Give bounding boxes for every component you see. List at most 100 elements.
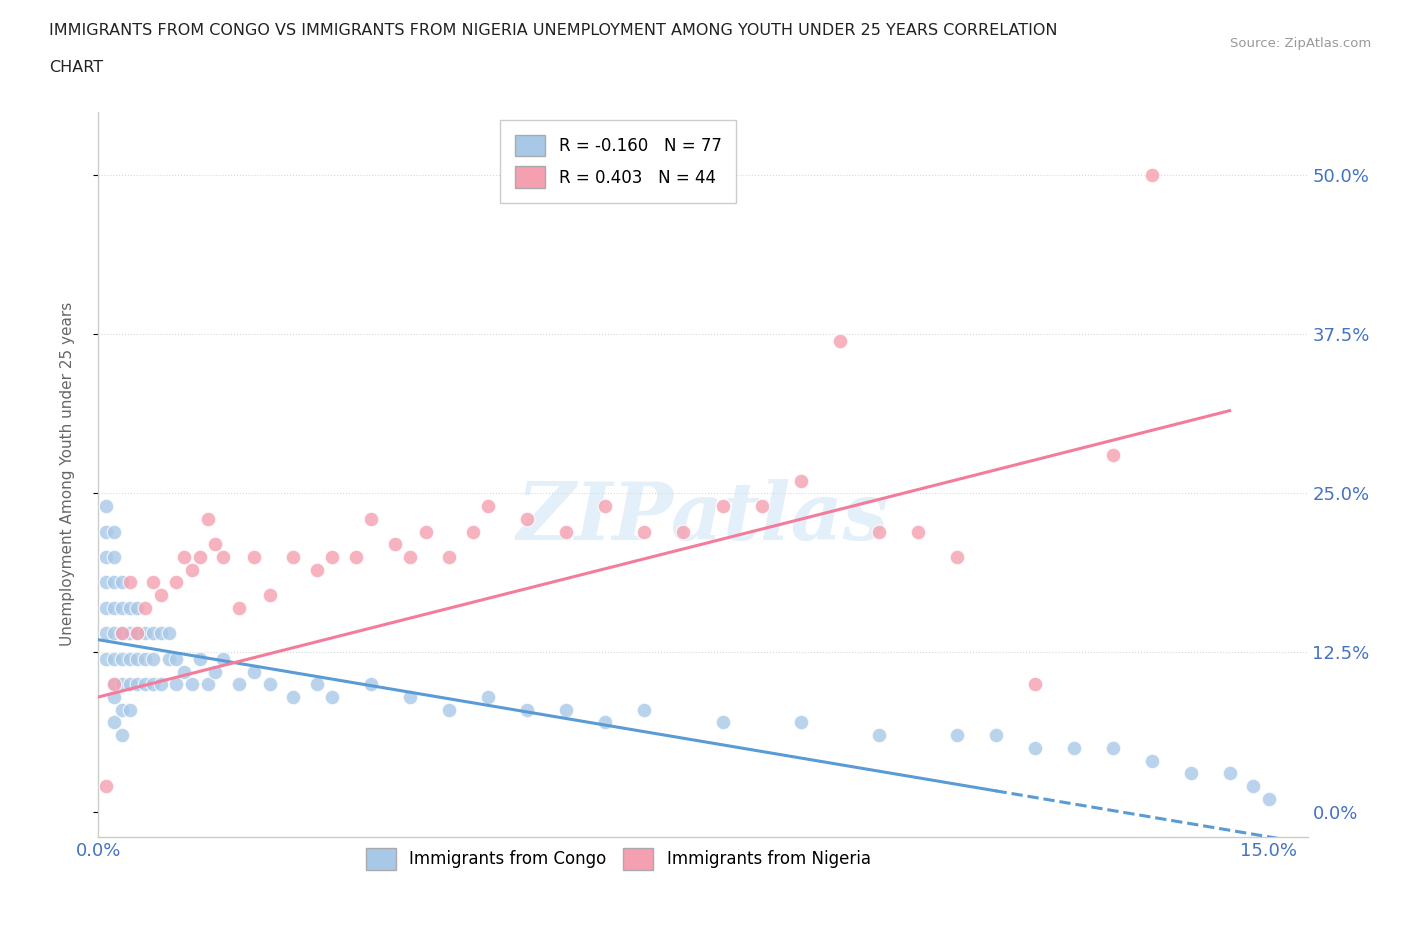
Point bbox=[111, 626, 134, 641]
Point bbox=[96, 626, 118, 641]
Point bbox=[516, 702, 538, 717]
Point bbox=[134, 651, 156, 666]
Point bbox=[188, 651, 211, 666]
Point bbox=[555, 702, 578, 717]
Point bbox=[103, 525, 125, 539]
Point bbox=[173, 664, 195, 679]
Point bbox=[118, 575, 141, 590]
Point bbox=[1241, 778, 1264, 793]
Point bbox=[111, 728, 134, 743]
Point bbox=[173, 550, 195, 565]
Point bbox=[461, 525, 484, 539]
Point bbox=[111, 702, 134, 717]
Point bbox=[415, 525, 437, 539]
Point bbox=[142, 651, 165, 666]
Point bbox=[711, 498, 734, 513]
Point bbox=[96, 550, 118, 565]
Point bbox=[321, 689, 343, 704]
Point bbox=[111, 677, 134, 692]
Point bbox=[321, 550, 343, 565]
Point bbox=[103, 550, 125, 565]
Point bbox=[118, 601, 141, 616]
Point bbox=[111, 601, 134, 616]
Point bbox=[228, 601, 250, 616]
Text: IMMIGRANTS FROM CONGO VS IMMIGRANTS FROM NIGERIA UNEMPLOYMENT AMONG YOUTH UNDER : IMMIGRANTS FROM CONGO VS IMMIGRANTS FROM… bbox=[49, 23, 1057, 38]
Point bbox=[1219, 766, 1241, 781]
Point bbox=[711, 715, 734, 730]
Point bbox=[516, 512, 538, 526]
Point bbox=[181, 677, 204, 692]
Point bbox=[360, 512, 382, 526]
Point bbox=[1101, 447, 1123, 462]
Point bbox=[789, 715, 811, 730]
Point bbox=[96, 575, 118, 590]
Point bbox=[127, 626, 149, 641]
Point bbox=[118, 651, 141, 666]
Point bbox=[672, 525, 695, 539]
Point bbox=[283, 550, 305, 565]
Point bbox=[96, 601, 118, 616]
Point bbox=[149, 626, 172, 641]
Point bbox=[868, 728, 890, 743]
Point bbox=[945, 728, 967, 743]
Point bbox=[477, 498, 499, 513]
Point bbox=[142, 626, 165, 641]
Point bbox=[118, 626, 141, 641]
Point bbox=[1180, 766, 1202, 781]
Point bbox=[111, 575, 134, 590]
Point bbox=[555, 525, 578, 539]
Text: CHART: CHART bbox=[49, 60, 103, 75]
Point bbox=[439, 550, 461, 565]
Point bbox=[181, 563, 204, 578]
Point bbox=[127, 601, 149, 616]
Point bbox=[127, 677, 149, 692]
Point bbox=[103, 626, 125, 641]
Point bbox=[134, 626, 156, 641]
Point bbox=[204, 537, 226, 551]
Point bbox=[157, 651, 180, 666]
Point bbox=[344, 550, 367, 565]
Point bbox=[96, 778, 118, 793]
Point bbox=[595, 715, 617, 730]
Y-axis label: Unemployment Among Youth under 25 years: Unemployment Among Youth under 25 years bbox=[60, 302, 75, 646]
Point bbox=[384, 537, 406, 551]
Point bbox=[149, 588, 172, 603]
Point bbox=[103, 601, 125, 616]
Point bbox=[1024, 740, 1046, 755]
Point bbox=[360, 677, 382, 692]
Point bbox=[197, 677, 219, 692]
Point bbox=[134, 601, 156, 616]
Point bbox=[188, 550, 211, 565]
Point bbox=[439, 702, 461, 717]
Point bbox=[305, 563, 328, 578]
Point bbox=[165, 677, 187, 692]
Point bbox=[212, 550, 235, 565]
Point bbox=[103, 677, 125, 692]
Point bbox=[477, 689, 499, 704]
Point bbox=[259, 588, 281, 603]
Point bbox=[212, 651, 235, 666]
Point bbox=[633, 525, 655, 539]
Point bbox=[103, 689, 125, 704]
Point bbox=[228, 677, 250, 692]
Point bbox=[907, 525, 929, 539]
Point bbox=[1140, 167, 1163, 182]
Point bbox=[259, 677, 281, 692]
Point bbox=[165, 651, 187, 666]
Point bbox=[1024, 677, 1046, 692]
Point bbox=[142, 677, 165, 692]
Point bbox=[1063, 740, 1085, 755]
Point bbox=[283, 689, 305, 704]
Point bbox=[751, 498, 773, 513]
Point bbox=[118, 702, 141, 717]
Point bbox=[204, 664, 226, 679]
Text: Source: ZipAtlas.com: Source: ZipAtlas.com bbox=[1230, 37, 1371, 50]
Legend: Immigrants from Congo, Immigrants from Nigeria: Immigrants from Congo, Immigrants from N… bbox=[353, 835, 884, 883]
Point bbox=[305, 677, 328, 692]
Point bbox=[142, 575, 165, 590]
Point bbox=[595, 498, 617, 513]
Point bbox=[103, 715, 125, 730]
Point bbox=[127, 651, 149, 666]
Point bbox=[984, 728, 1007, 743]
Point bbox=[96, 525, 118, 539]
